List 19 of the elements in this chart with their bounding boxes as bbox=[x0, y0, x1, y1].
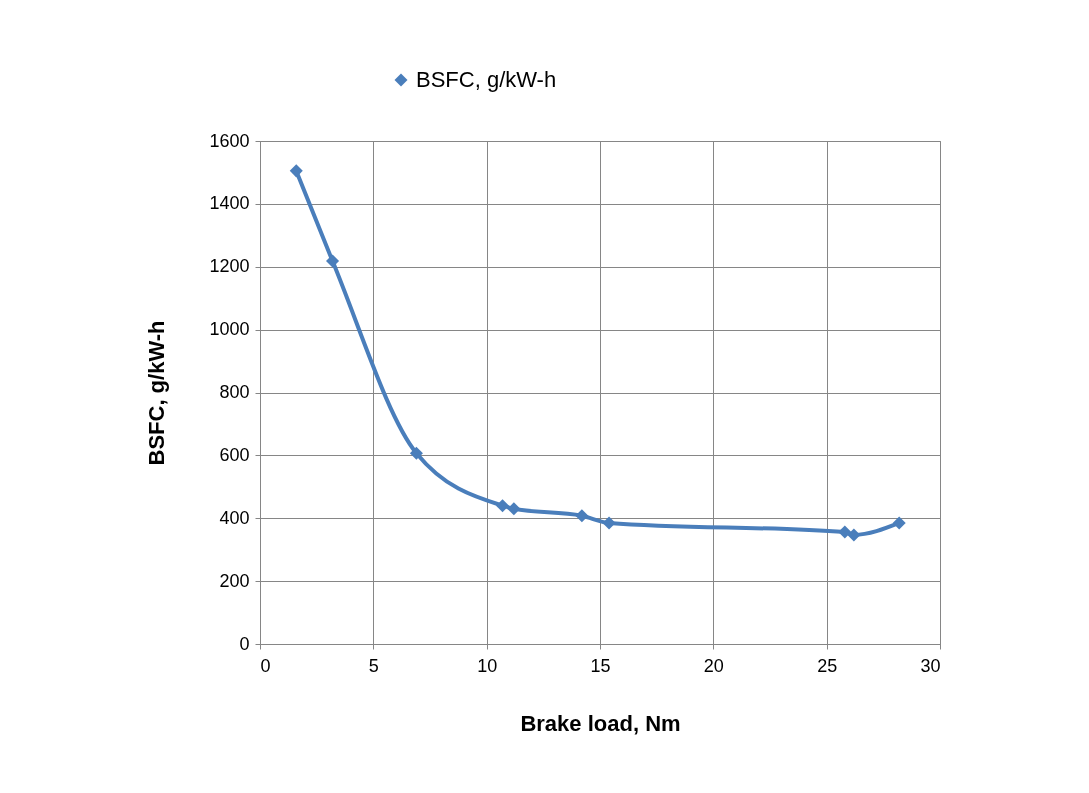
x-tick-label: 0 bbox=[260, 655, 271, 676]
y-tick-label: 0 bbox=[239, 633, 250, 654]
y-axis-title: BSFC, g/kW-h bbox=[144, 320, 170, 466]
y-tick-label: 1000 bbox=[209, 319, 250, 340]
x-tick-label: 30 bbox=[920, 655, 941, 676]
x-tick-label: 25 bbox=[817, 655, 838, 676]
y-tick-label: 200 bbox=[219, 570, 250, 591]
x-axis-title: Brake load, Nm bbox=[520, 710, 681, 736]
y-tick-label: 400 bbox=[219, 507, 250, 528]
y-tick-label: 1600 bbox=[209, 130, 250, 151]
y-tick-label: 600 bbox=[219, 444, 250, 465]
y-tick-label: 800 bbox=[219, 382, 250, 402]
x-tick-label: 20 bbox=[703, 655, 724, 676]
x-tick-label: 5 bbox=[368, 655, 379, 676]
legend-label: BSFC, g/kW-h bbox=[416, 67, 557, 92]
x-tick-label: 15 bbox=[590, 655, 611, 676]
y-tick-label: 1400 bbox=[209, 193, 250, 214]
y-tick-label: 1200 bbox=[209, 256, 250, 277]
x-tick-label: 10 bbox=[477, 655, 498, 676]
